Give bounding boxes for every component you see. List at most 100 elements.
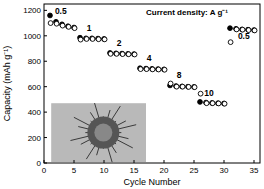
data-point xyxy=(198,100,203,105)
x-tick xyxy=(74,160,75,163)
x-tick-label: 30 xyxy=(220,166,229,175)
data-point xyxy=(204,101,209,106)
data-point xyxy=(114,51,119,56)
x-tick-label: 35 xyxy=(250,166,259,175)
data-point xyxy=(60,23,65,28)
data-point xyxy=(96,36,101,41)
y-tick-label: 600 xyxy=(28,83,42,92)
data-point xyxy=(156,67,161,72)
data-point xyxy=(252,28,257,33)
data-point xyxy=(66,24,71,29)
x-tick-label: 20 xyxy=(160,166,169,175)
data-point xyxy=(102,37,107,42)
data-point xyxy=(162,67,167,72)
data-point xyxy=(144,66,149,71)
data-point xyxy=(90,37,95,42)
x-tick xyxy=(104,160,105,163)
data-point xyxy=(210,101,215,106)
data-point xyxy=(180,84,185,89)
inset-image xyxy=(51,103,146,162)
data-point xyxy=(102,37,107,42)
data-point xyxy=(48,13,53,18)
plot-area xyxy=(48,13,257,106)
data-point xyxy=(78,37,83,42)
y-tick-label: 200 xyxy=(28,134,42,143)
data-point xyxy=(174,84,179,89)
annotation: 0.5 xyxy=(55,6,67,16)
data-point xyxy=(54,21,59,26)
x-tick xyxy=(164,160,165,163)
data-point xyxy=(228,26,233,31)
annotation: 1 xyxy=(87,23,92,33)
data-point xyxy=(48,21,53,26)
y-tick xyxy=(44,86,47,87)
data-point xyxy=(126,51,131,56)
y-tick-label: 400 xyxy=(28,108,42,117)
y-tick xyxy=(44,112,47,113)
y-tick-label: 1200 xyxy=(23,6,41,15)
data-point xyxy=(192,85,197,90)
y-axis-label: Capacity (mAh g⁻¹) xyxy=(2,46,12,122)
annotation: 10 xyxy=(204,88,214,98)
y-tick-label: 800 xyxy=(28,57,42,66)
data-point xyxy=(66,24,71,29)
data-point xyxy=(72,25,77,30)
inset-core xyxy=(87,117,119,149)
data-point xyxy=(216,101,221,106)
data-point xyxy=(132,52,137,57)
data-point xyxy=(186,85,191,90)
annotation: 0.5 xyxy=(238,31,250,41)
frame xyxy=(44,4,260,163)
data-point xyxy=(138,66,143,71)
annotation: 4 xyxy=(147,53,152,63)
inset-core-inner xyxy=(94,124,112,142)
x-tick-label: 5 xyxy=(72,166,77,175)
annotation: 2 xyxy=(117,38,122,48)
x-tick xyxy=(44,160,45,163)
x-tick xyxy=(194,160,195,163)
data-point xyxy=(192,85,197,90)
y-tick xyxy=(44,10,47,11)
y-tick xyxy=(44,137,47,138)
annotation: Current density: A g⁻¹ xyxy=(146,8,228,17)
x-tick-label: 15 xyxy=(130,166,139,175)
x-tick-label: 10 xyxy=(100,166,109,175)
x-tick-label: 25 xyxy=(190,166,199,175)
data-point xyxy=(84,37,89,42)
data-point xyxy=(150,67,155,72)
data-point xyxy=(252,28,257,33)
data-point xyxy=(228,40,233,45)
data-point xyxy=(120,51,125,56)
data-point xyxy=(150,66,155,71)
data-point xyxy=(138,67,143,72)
x-tick xyxy=(224,160,225,163)
data-point xyxy=(204,100,209,105)
data-point xyxy=(186,84,191,89)
data-point xyxy=(108,51,113,56)
annotation: 8 xyxy=(177,70,182,80)
inset-bg xyxy=(51,103,146,162)
y-tick xyxy=(44,61,47,62)
data-point xyxy=(90,36,95,41)
data-point xyxy=(168,81,173,86)
x-tick xyxy=(254,160,255,163)
data-point xyxy=(198,91,203,96)
chart: 02004006008001000120005101520253035Cycle… xyxy=(0,0,264,189)
data-point xyxy=(72,26,77,31)
data-point xyxy=(210,101,215,106)
data-point xyxy=(96,37,101,42)
data-point xyxy=(126,52,131,57)
data-point xyxy=(162,67,167,72)
data-point xyxy=(144,67,149,72)
data-point xyxy=(216,101,221,106)
x-tick-label: 0 xyxy=(42,166,47,175)
y-tick xyxy=(44,35,47,36)
data-point xyxy=(180,84,185,89)
data-point xyxy=(132,52,137,57)
data-point xyxy=(222,101,227,106)
data-point xyxy=(84,36,89,41)
y-tick-label: 1000 xyxy=(23,32,41,41)
data-point xyxy=(114,51,119,56)
x-tick xyxy=(134,160,135,163)
data-point xyxy=(120,52,125,57)
